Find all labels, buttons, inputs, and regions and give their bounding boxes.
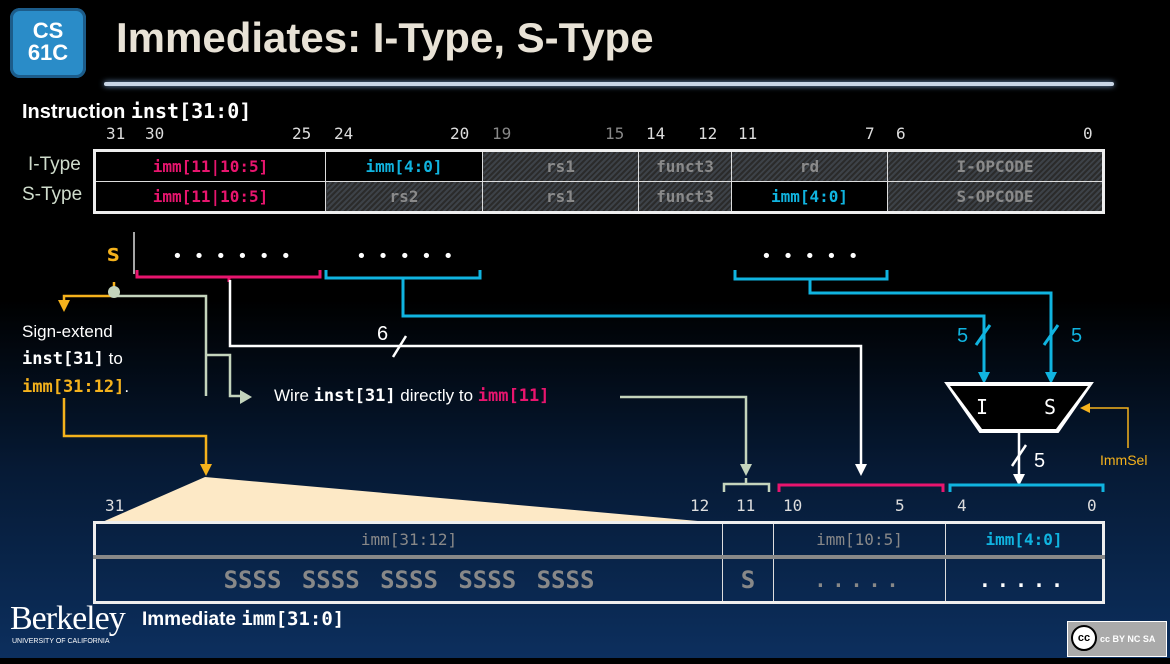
width-5-s: 5 bbox=[1071, 325, 1082, 347]
bit-label: 7 bbox=[865, 124, 875, 143]
bit-label: 19 bbox=[492, 124, 512, 143]
value-sign-extension: SSSS SSSS SSSS SSSS SSSS bbox=[94, 556, 723, 603]
field-opcode: I-OPCODE bbox=[887, 150, 1104, 182]
bus-slash bbox=[391, 335, 408, 358]
bit-label: 31 bbox=[106, 124, 126, 143]
bus-slash bbox=[974, 324, 992, 346]
header-imm-10-5: imm[10:5] bbox=[773, 521, 946, 559]
instruction-format-table: imm[11|10:5] imm[4:0] rs1 funct3 rd I-OP… bbox=[93, 149, 1105, 214]
bit-label: 15 bbox=[605, 124, 625, 143]
wire-cyan-s bbox=[808, 280, 1053, 378]
berkeley-logo: Berkeley bbox=[10, 600, 126, 637]
bit-label: 11 bbox=[738, 124, 758, 143]
field-imm-11-5: imm[11|10:5] bbox=[94, 181, 326, 213]
bracket-cyan-bottom bbox=[948, 483, 1105, 492]
field-imm-11-5: imm[11|10:5] bbox=[94, 150, 326, 182]
i-type-row: imm[11|10:5] imm[4:0] rs1 funct3 rd I-OP… bbox=[94, 150, 1104, 182]
bracket-pink-top bbox=[135, 270, 322, 282]
value-bit11: S bbox=[722, 556, 774, 603]
dots-imm-10-5: • • • • • • bbox=[172, 246, 291, 267]
value-imm-10-5: ..... bbox=[773, 556, 946, 603]
slide-title: Immediates: I-Type, S-Type bbox=[116, 14, 654, 61]
bit-label: 5 bbox=[895, 496, 905, 515]
s-type-row: imm[11|10:5] rs2 rs1 funct3 imm[4:0] S-O… bbox=[94, 181, 1104, 213]
row-label-i-type: I-Type bbox=[28, 154, 81, 175]
arrow-head bbox=[200, 464, 212, 476]
bit-label: 11 bbox=[736, 496, 756, 515]
field-funct3: funct3 bbox=[638, 181, 732, 213]
field-rs1: rs1 bbox=[482, 150, 639, 182]
arrow-head bbox=[978, 372, 990, 384]
field-rs2: rs2 bbox=[325, 181, 483, 213]
sign-extend-note: Sign-extend inst[31] to imm[31:12]. bbox=[22, 322, 130, 397]
mux-inner bbox=[950, 386, 1088, 429]
cs61c-logo: CS 61C bbox=[10, 8, 86, 78]
bracket-pink-bottom bbox=[777, 483, 945, 492]
bracket-cyan-top2 bbox=[733, 270, 889, 281]
bit-label: 25 bbox=[292, 124, 312, 143]
arrow-head bbox=[855, 464, 867, 476]
bit-label: 12 bbox=[690, 496, 710, 515]
field-rd: rd bbox=[731, 150, 888, 182]
title-underline bbox=[104, 82, 1114, 86]
bit-label: 31 bbox=[105, 496, 125, 515]
width-5-i: 5 bbox=[957, 325, 968, 347]
header-imm-31-12: imm[31:12] bbox=[94, 521, 723, 559]
immediate-header-row: imm[31:12] imm[10:5] imm[4:0] bbox=[94, 521, 1104, 559]
header-imm-11 bbox=[722, 521, 774, 559]
field-opcode: S-OPCODE bbox=[887, 181, 1104, 213]
wire-cyan-i bbox=[401, 279, 986, 378]
bracket-cyan-top1 bbox=[324, 270, 482, 280]
value-imm-4-0: ..... bbox=[945, 556, 1104, 603]
field-imm-4-0: imm[4:0] bbox=[731, 181, 888, 213]
wire-6bit bbox=[228, 280, 863, 470]
immediate-table: imm[31:12] imm[10:5] imm[4:0] SSSS SSSS … bbox=[93, 521, 1105, 604]
wire-immsel bbox=[1086, 407, 1129, 448]
row-label-s-type: S-Type bbox=[22, 184, 83, 205]
width-5-out: 5 bbox=[1034, 450, 1045, 472]
bit-label: 0 bbox=[1087, 496, 1097, 515]
bit-label: 0 bbox=[1083, 124, 1093, 143]
junction-dot bbox=[108, 286, 120, 298]
field-funct3: funct3 bbox=[638, 150, 732, 182]
instruction-label: Instruction inst[31:0] bbox=[22, 99, 252, 123]
mux-input-s: S bbox=[1044, 395, 1056, 419]
arrow-head bbox=[1080, 403, 1090, 413]
berkeley-subtitle: UNIVERSITY OF CALIFORNIA bbox=[12, 638, 110, 645]
bit-label: 10 bbox=[783, 496, 803, 515]
header-imm-4-0: imm[4:0] bbox=[945, 521, 1104, 559]
arrow-head bbox=[1013, 474, 1025, 486]
bit-label: 6 bbox=[896, 124, 906, 143]
bit-label: 12 bbox=[698, 124, 718, 143]
arrow-head bbox=[740, 464, 752, 476]
bus-slash bbox=[1010, 444, 1028, 467]
bracket-sage-bottom bbox=[722, 478, 771, 492]
dots-imm-4-0-s: • • • • • bbox=[761, 246, 859, 267]
wire-note: Wire inst[31] directly to imm[11] bbox=[274, 386, 550, 406]
mux-input-i: I bbox=[976, 395, 988, 419]
immsel-label: ImmSel bbox=[1100, 452, 1147, 468]
sign-bit: s bbox=[106, 239, 120, 267]
cc-license-badge: cc cc BY NC SA bbox=[1067, 621, 1167, 657]
bit-label: 4 bbox=[957, 496, 967, 515]
immediate-label: Immediate imm[31:0] bbox=[142, 608, 345, 630]
arrow-head bbox=[240, 390, 252, 404]
wire-direct-bit11 bbox=[114, 294, 748, 470]
bit-label: 30 bbox=[145, 124, 165, 143]
arrow-head bbox=[1045, 372, 1057, 384]
field-imm-4-0: imm[4:0] bbox=[325, 150, 483, 182]
sign-extend-fan bbox=[100, 477, 720, 523]
bit-label: 24 bbox=[334, 124, 354, 143]
width-6: 6 bbox=[377, 323, 388, 345]
dots-imm-4-0-i: • • • • • bbox=[356, 246, 454, 267]
bus-slash bbox=[1042, 324, 1060, 346]
bit-label: 20 bbox=[450, 124, 470, 143]
immediate-value-row: SSSS SSSS SSSS SSSS SSSS S ..... ..... bbox=[94, 556, 1104, 603]
bit-label: 14 bbox=[646, 124, 666, 143]
arrow-head bbox=[58, 300, 70, 312]
cc-icon: cc bbox=[1071, 625, 1097, 651]
